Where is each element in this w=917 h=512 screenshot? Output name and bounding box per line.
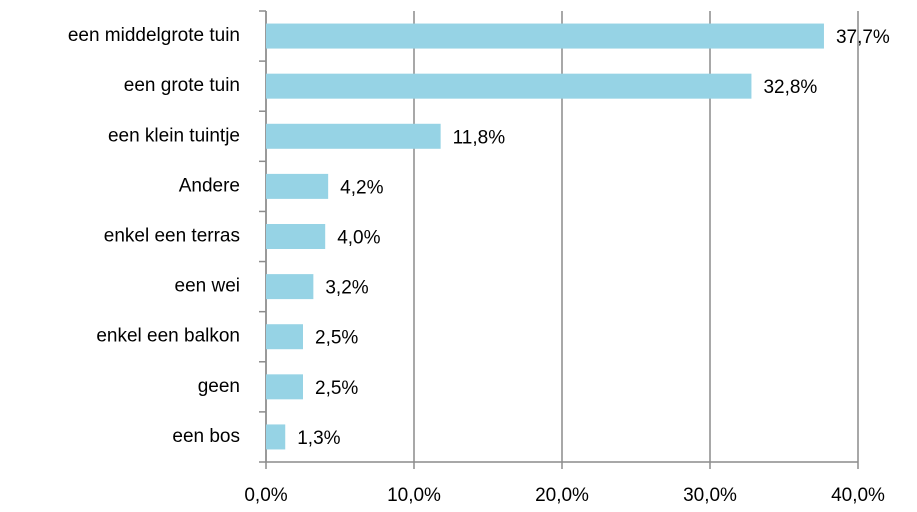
x-tick-label: 0,0% (244, 485, 287, 506)
value-label: 11,8% (453, 127, 506, 148)
y-tick-label: een klein tuintje (108, 125, 240, 146)
bar (266, 374, 303, 400)
y-tick-label: een bos (172, 426, 240, 447)
value-label: 37,7% (836, 27, 890, 48)
x-tick-label: 30,0% (683, 485, 737, 506)
y-tick-label: een grote tuin (124, 75, 240, 96)
value-label: 4,0% (337, 228, 380, 249)
y-tick-label: een middelgrote tuin (68, 25, 240, 46)
value-label: 2,5% (315, 328, 358, 349)
value-label: 32,8% (763, 77, 817, 98)
x-tick-label: 20,0% (535, 485, 589, 506)
y-tick-label: Andere (179, 175, 240, 196)
value-label: 3,2% (325, 278, 368, 299)
y-tick-label: een wei (175, 276, 241, 297)
bar (266, 173, 329, 199)
bar (266, 224, 326, 249)
value-label: 1,3% (297, 428, 340, 449)
bar (266, 324, 303, 350)
bar (266, 23, 824, 49)
value-label: 4,2% (340, 177, 383, 198)
bar (266, 123, 441, 149)
x-tick-label: 10,0% (387, 485, 441, 506)
y-tick-label: enkel een balkon (96, 326, 240, 347)
x-tick-label: 40,0% (831, 485, 885, 506)
value-label: 2,5% (315, 378, 358, 399)
y-tick-label: enkel een terras (104, 226, 240, 247)
bar (266, 274, 314, 300)
bar (266, 424, 286, 450)
y-tick-label: geen (198, 376, 240, 397)
bar (266, 73, 752, 99)
